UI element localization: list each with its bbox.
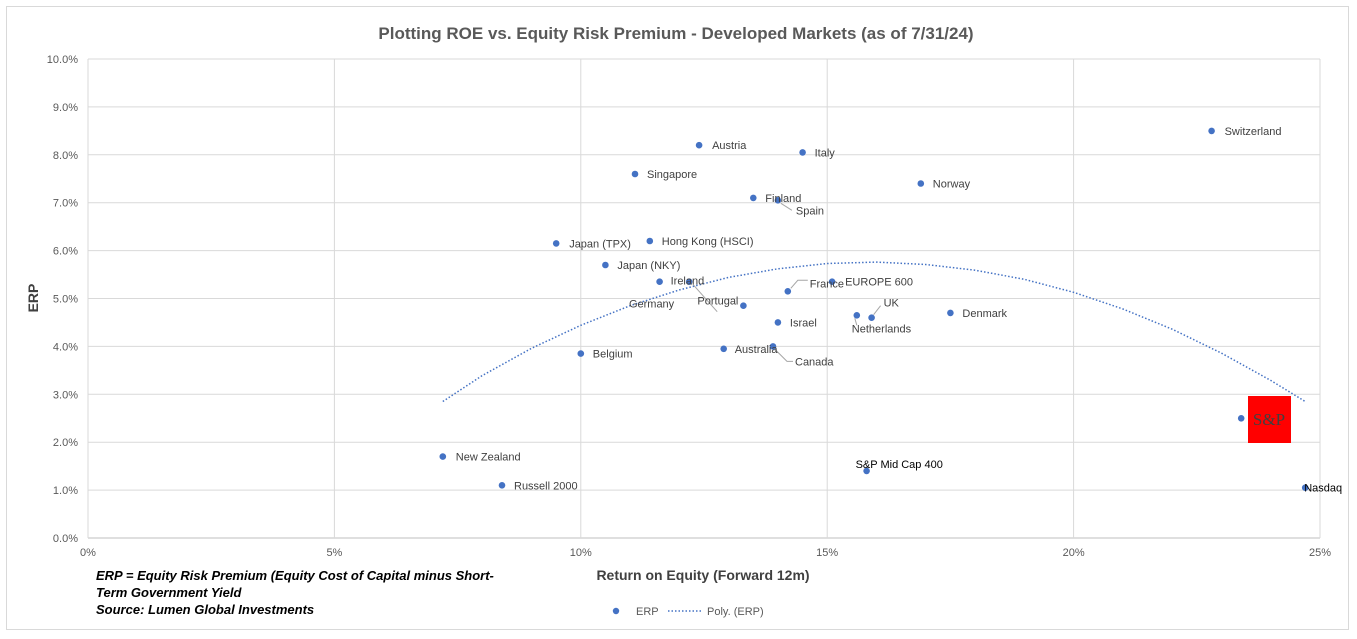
- leader-line: [780, 202, 793, 211]
- y-tick-label: 7.0%: [53, 198, 78, 210]
- data-point-japan-nky: [602, 261, 609, 269]
- y-axis-title: ERP: [25, 284, 41, 313]
- data-point-italy: [799, 149, 806, 156]
- data-point-europe-600: [828, 278, 836, 286]
- point-label-switzerland: Switzerland: [1225, 126, 1282, 138]
- x-tick-label: 15%: [816, 547, 838, 559]
- leader-line: [873, 305, 881, 316]
- data-point-canada: [769, 343, 777, 350]
- x-axis-ticks: 0% 5% 10% 15% 20% 25%: [80, 547, 1331, 559]
- x-tick-label: 5%: [326, 547, 342, 559]
- point-label-belgium: Belgium: [593, 349, 633, 361]
- y-axis-ticks: 0.0% 1.0% 2.0% 3.0% 4.0% 5.0% 6.0% 7.0% 8.0% 9.0%…: [47, 54, 78, 545]
- legend-label-poly: Poly. (ERP): [707, 606, 764, 618]
- sp-highlight-box: [1248, 396, 1291, 443]
- point-label-netherlands: Netherlands: [852, 323, 912, 335]
- label-leader-lines: [692, 202, 881, 467]
- data-point-ireland: [656, 278, 663, 286]
- point-label-germany: Germany: [629, 299, 675, 311]
- y-tick-label: 0.0%: [53, 533, 78, 545]
- point-label-france: France: [810, 278, 844, 290]
- y-tick-label: 3.0%: [53, 389, 78, 401]
- data-point-denmark: [947, 309, 954, 317]
- y-tick-label: 6.0%: [53, 246, 78, 258]
- trendline: [442, 261, 1306, 403]
- y-tick-label: 8.0%: [53, 150, 78, 162]
- data-point-singapore: [631, 170, 639, 178]
- point-label-russell-2000: Russell 2000: [514, 480, 578, 492]
- point-label-hong-kong-hsci: Hong Kong (HSCI): [662, 236, 754, 248]
- point-label-nasdaq: Nasdaq: [1304, 483, 1342, 495]
- y-tick-label: 5.0%: [53, 294, 78, 306]
- data-point-switzerland: [1208, 127, 1215, 135]
- y-tick-label: 1.0%: [53, 485, 78, 497]
- data-point-netherlands: [853, 312, 861, 319]
- leader-line: [790, 279, 808, 289]
- legend-label-erp: ERP: [636, 606, 659, 618]
- point-labels: Switzerland Austria Italy Singapore Norway Fi…: [456, 126, 1342, 495]
- data-point-germany: [685, 278, 693, 286]
- x-tick-label: 0%: [80, 547, 96, 559]
- point-label-israel: Israel: [790, 317, 817, 329]
- point-label-uk: UK: [884, 298, 900, 310]
- grid: [87, 58, 1321, 539]
- data-point-austria: [695, 141, 703, 149]
- leader-line: [692, 284, 718, 313]
- y-tick-label: 4.0%: [53, 341, 78, 353]
- data-point-france: [784, 288, 792, 295]
- y-tick-label: 10.0%: [47, 54, 78, 66]
- chart-title: Plotting ROE vs. Equity Risk Premium - D…: [378, 24, 973, 43]
- data-point-s-p-mid-cap-400: [863, 467, 870, 475]
- point-label-spain: Spain: [796, 205, 824, 217]
- data-point-nasdaq: [1301, 484, 1309, 492]
- x-tick-label: 20%: [1063, 547, 1085, 559]
- data-point-russell-2000: [498, 482, 506, 489]
- footnote-line-1: ERP = Equity Risk Premium (Equity Cost o…: [96, 568, 494, 583]
- point-label-portugal: Portugal: [697, 296, 738, 308]
- data-point-japan-tpx: [552, 240, 560, 247]
- point-label-canada: Canada: [795, 356, 834, 368]
- data-point-israel: [774, 319, 782, 326]
- data-point-uk: [868, 314, 875, 322]
- point-label-japan-nky: Japan (NKY): [617, 260, 680, 272]
- footnote-line-3: Source: Lumen Global Investments: [96, 602, 315, 617]
- point-label-norway: Norway: [933, 179, 971, 191]
- data-point-s-p: [1237, 415, 1245, 422]
- data-point-spain: [774, 197, 782, 204]
- point-label-new-zealand: New Zealand: [456, 452, 521, 464]
- sp-highlight-label: S&P: [1253, 410, 1285, 429]
- legend-marker-erp: [612, 607, 620, 615]
- data-point-norway: [917, 180, 925, 187]
- x-tick-label: 25%: [1309, 547, 1331, 559]
- data-point-australia: [720, 345, 727, 353]
- data-point-portugal: [740, 302, 747, 310]
- data-point-hong-kong-hsci: [646, 237, 654, 245]
- point-label-denmark: Denmark: [962, 308, 1007, 320]
- data-points: [439, 127, 1309, 492]
- y-tick-label: 9.0%: [53, 102, 78, 114]
- data-point-new-zealand: [439, 453, 447, 460]
- footnote: ERP = Equity Risk Premium (Equity Cost o…: [96, 567, 516, 618]
- chart-frame: [6, 6, 1349, 630]
- point-label-singapore: Singapore: [647, 169, 697, 181]
- point-label-europe-600: EUROPE 600: [845, 277, 913, 289]
- point-label-japan-tpx: Japan (TPX): [569, 238, 631, 250]
- point-label-australia: Australia: [735, 344, 779, 356]
- data-point-finland: [750, 194, 757, 202]
- x-tick-label: 10%: [570, 547, 592, 559]
- leader-line: [774, 349, 793, 362]
- point-label-austria: Austria: [712, 140, 747, 152]
- point-label-s-p-mid-cap-400: S&P Mid Cap 400: [856, 459, 943, 471]
- legend: ERP Poly. (ERP): [612, 606, 764, 618]
- point-label-italy: Italy: [815, 147, 836, 159]
- x-axis-title: Return on Equity (Forward 12m): [596, 567, 809, 583]
- data-point-belgium: [577, 350, 585, 357]
- y-tick-label: 2.0%: [53, 437, 78, 449]
- poly-trendline: [442, 261, 1306, 403]
- leader-line: [854, 318, 858, 326]
- point-label-ireland: Ireland: [671, 276, 705, 288]
- point-label-finland: Finland: [765, 193, 801, 205]
- footnote-line-2: Term Government Yield: [96, 585, 242, 600]
